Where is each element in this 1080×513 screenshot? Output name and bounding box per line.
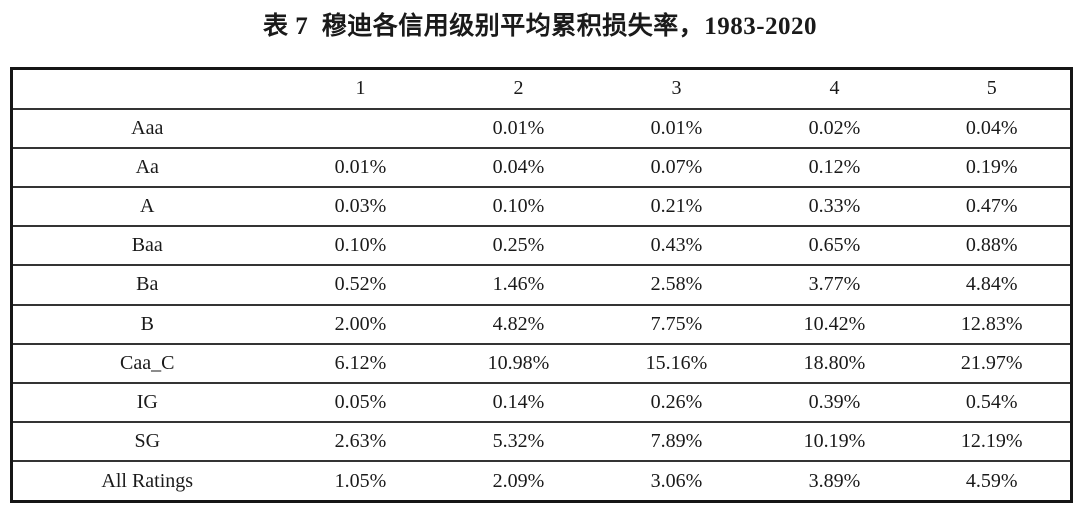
row-label: B [11, 303, 282, 344]
cell: 4.59% [913, 460, 1072, 502]
table-title: 表 7 穆迪各信用级别平均累积损失率，1983-2020 [262, 13, 818, 40]
row-label: Ba [11, 264, 282, 305]
cell: 12.83% [913, 303, 1072, 344]
table-row-ba: Ba 0.52% 1.46% 2.58% 3.77% 4.84% [11, 264, 1072, 305]
loss-rate-table: 1 2 3 4 5 Aaa 0.01% 0.01% 0.02% 0.04% Aa… [10, 67, 1073, 503]
cell: 12.19% [913, 421, 1072, 462]
row-label: Aaa [11, 107, 282, 148]
cell: 0.01% [439, 107, 598, 148]
table-row-b: B 2.00% 4.82% 7.75% 10.42% 12.83% [11, 303, 1072, 344]
cell: 0.01% [597, 107, 756, 148]
cell: 0.33% [755, 185, 914, 227]
cell: 0.01% [281, 146, 440, 187]
cell: 6.12% [281, 342, 440, 384]
row-label: SG [11, 421, 282, 462]
table-row-caa-c: Caa_C 6.12% 10.98% 15.16% 18.80% 21.97% [11, 342, 1072, 384]
cell: 0.25% [439, 225, 598, 266]
cell: 0.43% [597, 225, 756, 266]
cell: 0.10% [439, 185, 598, 227]
row-label: All Ratings [11, 460, 282, 502]
cell: 7.89% [597, 421, 756, 462]
cell: 0.10% [281, 225, 440, 266]
cell: 18.80% [755, 342, 914, 384]
cell: 2.63% [281, 421, 440, 462]
cell: 10.19% [755, 421, 914, 462]
column-header-year-1: 1 [355, 77, 366, 100]
header-row: 1 2 3 4 5 [12, 69, 1072, 109]
table-row-sg: SG 2.63% 5.32% 7.89% 10.19% 12.19% [11, 421, 1072, 462]
cell: 0.05% [281, 382, 440, 423]
cell: 7.75% [597, 303, 756, 344]
cell: 0.12% [755, 146, 914, 187]
cell: 0.39% [755, 382, 914, 423]
cell: 0.02% [755, 107, 914, 148]
column-header-year-3: 3 [671, 77, 682, 100]
cell: 10.98% [439, 342, 598, 384]
cell: 0.04% [439, 146, 598, 187]
table-row-aaa: Aaa 0.01% 0.01% 0.02% 0.04% [11, 107, 1072, 148]
table-row-baa: Baa 0.10% 0.25% 0.43% 0.65% 0.88% [11, 225, 1072, 266]
cell: 0.47% [913, 185, 1072, 227]
column-header-year-5: 5 [986, 77, 997, 100]
column-header-year-2: 2 [513, 77, 524, 100]
row-label: Caa_C [11, 342, 282, 384]
cell: 4.82% [439, 303, 598, 344]
table-row-all-ratings: All Ratings 1.05% 2.09% 3.06% 3.89% 4.59… [11, 460, 1072, 502]
cell: 0.21% [597, 185, 756, 227]
cell: 0.07% [597, 146, 756, 187]
column-header-blank [12, 69, 282, 109]
table-row-ig: IG 0.05% 0.14% 0.26% 0.39% 0.54% [11, 382, 1072, 423]
cell: 4.84% [913, 264, 1072, 305]
column-header-year-4: 4 [829, 77, 840, 100]
cell: 0.54% [913, 382, 1072, 423]
cell: 3.89% [755, 460, 914, 502]
row-label: Aa [11, 146, 282, 187]
cell: 0.52% [281, 264, 440, 305]
cell: 10.42% [755, 303, 914, 344]
row-label: IG [11, 382, 282, 423]
cell: 3.06% [597, 460, 756, 502]
cell: 0.03% [281, 185, 440, 227]
cell: 21.97% [913, 342, 1072, 384]
cell: 0.88% [913, 225, 1072, 266]
row-label: A [11, 185, 282, 227]
cell: 0.14% [439, 382, 598, 423]
row-label: Baa [11, 225, 282, 266]
cell: 0.04% [913, 107, 1072, 148]
cell [281, 107, 440, 148]
cell: 2.00% [281, 303, 440, 344]
cell: 15.16% [597, 342, 756, 384]
cell: 2.09% [439, 460, 598, 502]
cell: 0.26% [597, 382, 756, 423]
cell: 2.58% [597, 264, 756, 305]
cell: 0.65% [755, 225, 914, 266]
cell: 1.46% [439, 264, 598, 305]
table-row-aa: Aa 0.01% 0.04% 0.07% 0.12% 0.19% [11, 146, 1072, 187]
cell: 3.77% [755, 264, 914, 305]
table-row-a: A 0.03% 0.10% 0.21% 0.33% 0.47% [11, 185, 1072, 227]
cell: 1.05% [281, 460, 440, 502]
cell: 5.32% [439, 421, 598, 462]
cell: 0.19% [913, 146, 1072, 187]
